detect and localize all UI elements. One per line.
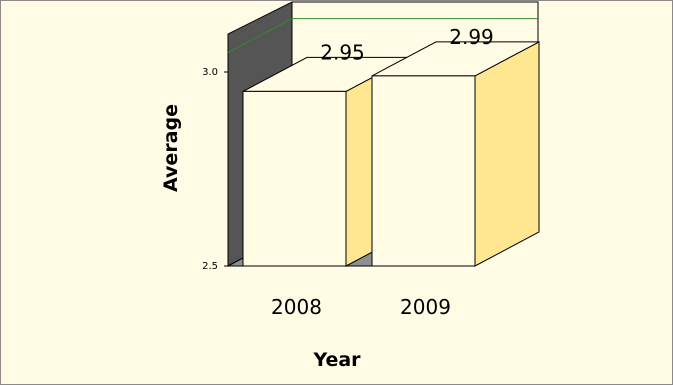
bar-side: [474, 41, 540, 267]
x-axis-title: Year: [312, 349, 361, 371]
reference-gridline: [227, 18, 538, 54]
data-label: 2.99: [449, 25, 494, 49]
y-axis-title: Average: [160, 104, 182, 192]
bar-group: [242, 41, 540, 267]
y-tick-label: 3.0: [202, 67, 218, 78]
chart-labels: 2.5 3.0 2.95 2008 2.99 2009: [202, 25, 494, 319]
x-tick-label: 2008: [271, 295, 322, 319]
bar: [371, 75, 476, 267]
x-tick-label: 2009: [400, 295, 451, 319]
bar: [242, 90, 347, 267]
y-tick-label: 2.5: [202, 261, 218, 272]
data-label: 2.95: [320, 40, 365, 64]
